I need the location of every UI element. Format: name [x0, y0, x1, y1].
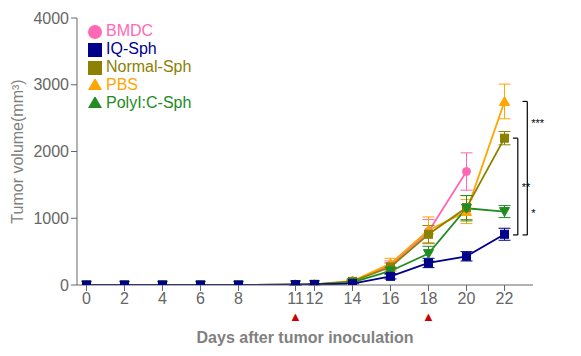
svg-text:11: 11 [287, 290, 304, 307]
html-text:Normal-Sph: Normal-Sph [106, 58, 192, 75]
svg-text:2000: 2000 [33, 143, 69, 160]
svg-text:4000: 4000 [33, 10, 69, 27]
svg-text:6: 6 [196, 290, 205, 307]
html-text:BMDC: BMDC [106, 22, 154, 39]
html-text:PBS: PBS [106, 76, 138, 93]
svg-text:**: ** [522, 181, 531, 193]
svg-text:16: 16 [382, 290, 400, 307]
svg-text:Tumor volume(mm³): Tumor volume(mm³) [9, 79, 26, 223]
svg-text:Days after tumor inoculation: Days after tumor inoculation [197, 329, 414, 346]
svg-text:1000: 1000 [33, 210, 69, 227]
svg-text:3000: 3000 [33, 76, 69, 93]
svg-text:*: * [531, 207, 536, 219]
svg-text:18: 18 [420, 290, 438, 307]
svg-text:4: 4 [158, 290, 167, 307]
svg-text:8: 8 [234, 290, 243, 307]
svg-text:22: 22 [496, 290, 514, 307]
svg-text:***: *** [531, 117, 545, 129]
html-text:PolyI:C-Sph: PolyI:C-Sph [106, 94, 192, 111]
svg-text:20: 20 [458, 290, 476, 307]
svg-text:▲: ▲ [289, 309, 302, 324]
svg-text:0: 0 [82, 290, 91, 307]
svg-text:▲: ▲ [422, 309, 435, 324]
svg-text:12: 12 [306, 290, 324, 307]
svg-text:0: 0 [60, 277, 69, 294]
html-text:IQ-Sph: IQ-Sph [106, 40, 157, 57]
svg-text:14: 14 [344, 290, 362, 307]
svg-text:2: 2 [120, 290, 129, 307]
